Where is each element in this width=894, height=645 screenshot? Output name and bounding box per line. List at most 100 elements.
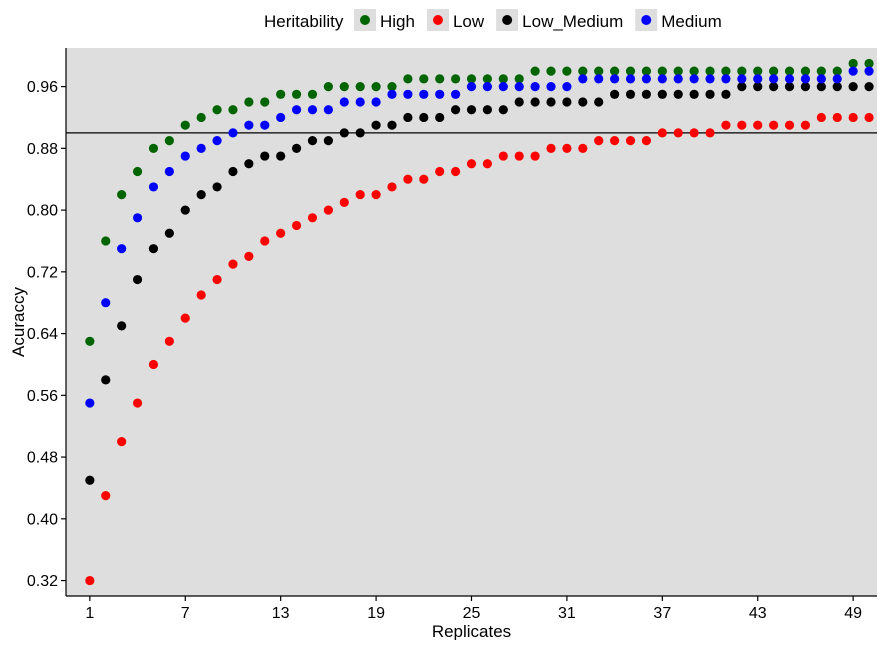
point-low-49 — [848, 112, 858, 123]
y-tick-label: 0.56 — [27, 388, 58, 405]
point-low_medium-2 — [101, 375, 111, 385]
point-low_medium-16 — [323, 136, 333, 146]
point-low_medium-1 — [85, 475, 95, 485]
point-medium-20 — [387, 89, 397, 99]
point-low_medium-30 — [546, 97, 556, 107]
point-low-23 — [435, 166, 445, 177]
point-low_medium-25 — [466, 105, 477, 115]
point-high-39 — [689, 66, 699, 76]
x-axis-ticks: 1 7 13 19 25 31 37 43 49 — [85, 596, 862, 622]
point-high-46 — [800, 66, 811, 76]
legend-label-low_medium: Low_Medium — [522, 12, 623, 31]
y-axis-title: Acuraccy — [9, 287, 28, 357]
point-high-4 — [132, 166, 143, 177]
point-medium-7 — [180, 151, 190, 161]
point-medium-1 — [85, 398, 95, 408]
y-tick-label: 0.64 — [27, 326, 58, 343]
point-high-42 — [737, 66, 747, 76]
point-medium-38 — [673, 74, 683, 84]
point-high-41 — [721, 66, 731, 76]
legend-marker-low — [432, 15, 443, 25]
point-low_medium-43 — [753, 81, 763, 92]
point-low-19 — [371, 190, 381, 200]
point-low-11 — [244, 251, 254, 261]
point-low_medium-19 — [371, 120, 381, 130]
point-low-14 — [291, 220, 302, 231]
point-low_medium-3 — [117, 321, 127, 331]
point-high-7 — [180, 120, 190, 130]
point-high-44 — [769, 66, 779, 76]
point-low-3 — [117, 437, 127, 447]
point-high-35 — [625, 66, 636, 76]
point-high-49 — [848, 58, 858, 69]
point-high-28 — [514, 74, 524, 84]
point-medium-14 — [291, 105, 302, 115]
point-low_medium-14 — [291, 143, 302, 153]
point-low_medium-41 — [721, 89, 731, 99]
point-medium-12 — [260, 120, 270, 130]
x-tick-label: 7 — [181, 605, 190, 622]
x-tick-label: 25 — [463, 605, 481, 622]
point-medium-24 — [451, 89, 461, 99]
point-medium-22 — [419, 89, 429, 99]
point-medium-34 — [610, 74, 620, 84]
point-high-19 — [371, 81, 381, 92]
point-high-18 — [355, 81, 365, 92]
point-low-10 — [228, 259, 238, 269]
data-points — [85, 58, 874, 586]
point-high-27 — [498, 74, 508, 84]
point-high-20 — [387, 81, 397, 92]
point-low-38 — [673, 128, 683, 138]
point-low_medium-4 — [132, 274, 143, 285]
x-tick-label: 13 — [272, 605, 290, 622]
x-tick-label: 31 — [558, 605, 576, 622]
point-low-21 — [403, 174, 413, 184]
point-low_medium-36 — [641, 89, 652, 99]
point-low_medium-31 — [562, 97, 572, 107]
point-low_medium-23 — [435, 112, 445, 123]
point-high-45 — [784, 66, 795, 76]
x-tick-label: 19 — [367, 605, 385, 622]
point-medium-13 — [276, 112, 286, 123]
point-low_medium-15 — [307, 136, 318, 146]
point-medium-15 — [307, 105, 318, 115]
point-high-11 — [244, 97, 254, 107]
point-high-22 — [419, 74, 429, 84]
point-high-16 — [323, 81, 333, 92]
point-medium-18 — [355, 97, 365, 107]
point-low_medium-40 — [705, 89, 715, 99]
point-low_medium-34 — [610, 89, 620, 99]
point-low_medium-49 — [848, 81, 858, 92]
point-low_medium-18 — [355, 128, 365, 138]
point-low-4 — [132, 398, 143, 408]
point-low-2 — [101, 491, 111, 501]
point-high-21 — [403, 74, 413, 84]
point-medium-29 — [530, 81, 540, 92]
point-high-25 — [466, 74, 477, 84]
point-low_medium-22 — [419, 112, 429, 123]
point-medium-47 — [816, 74, 826, 84]
plot-background — [66, 48, 877, 596]
y-tick-label: 0.40 — [27, 511, 58, 528]
point-medium-37 — [657, 74, 667, 84]
point-high-31 — [562, 66, 572, 76]
point-high-29 — [530, 66, 540, 76]
point-low-50 — [864, 112, 874, 123]
point-medium-45 — [784, 74, 795, 84]
point-low_medium-13 — [276, 151, 286, 161]
point-high-38 — [673, 66, 683, 76]
point-high-12 — [260, 97, 270, 107]
point-high-23 — [435, 74, 445, 84]
point-low-17 — [339, 197, 349, 207]
point-low-26 — [482, 159, 492, 169]
point-low_medium-39 — [689, 89, 699, 99]
point-low_medium-33 — [594, 97, 604, 107]
point-medium-36 — [641, 74, 652, 84]
point-low-9 — [212, 274, 222, 285]
point-high-32 — [578, 66, 588, 76]
point-low_medium-10 — [228, 166, 238, 177]
point-medium-9 — [212, 136, 222, 146]
point-low-39 — [689, 128, 699, 138]
point-low-24 — [451, 166, 461, 177]
